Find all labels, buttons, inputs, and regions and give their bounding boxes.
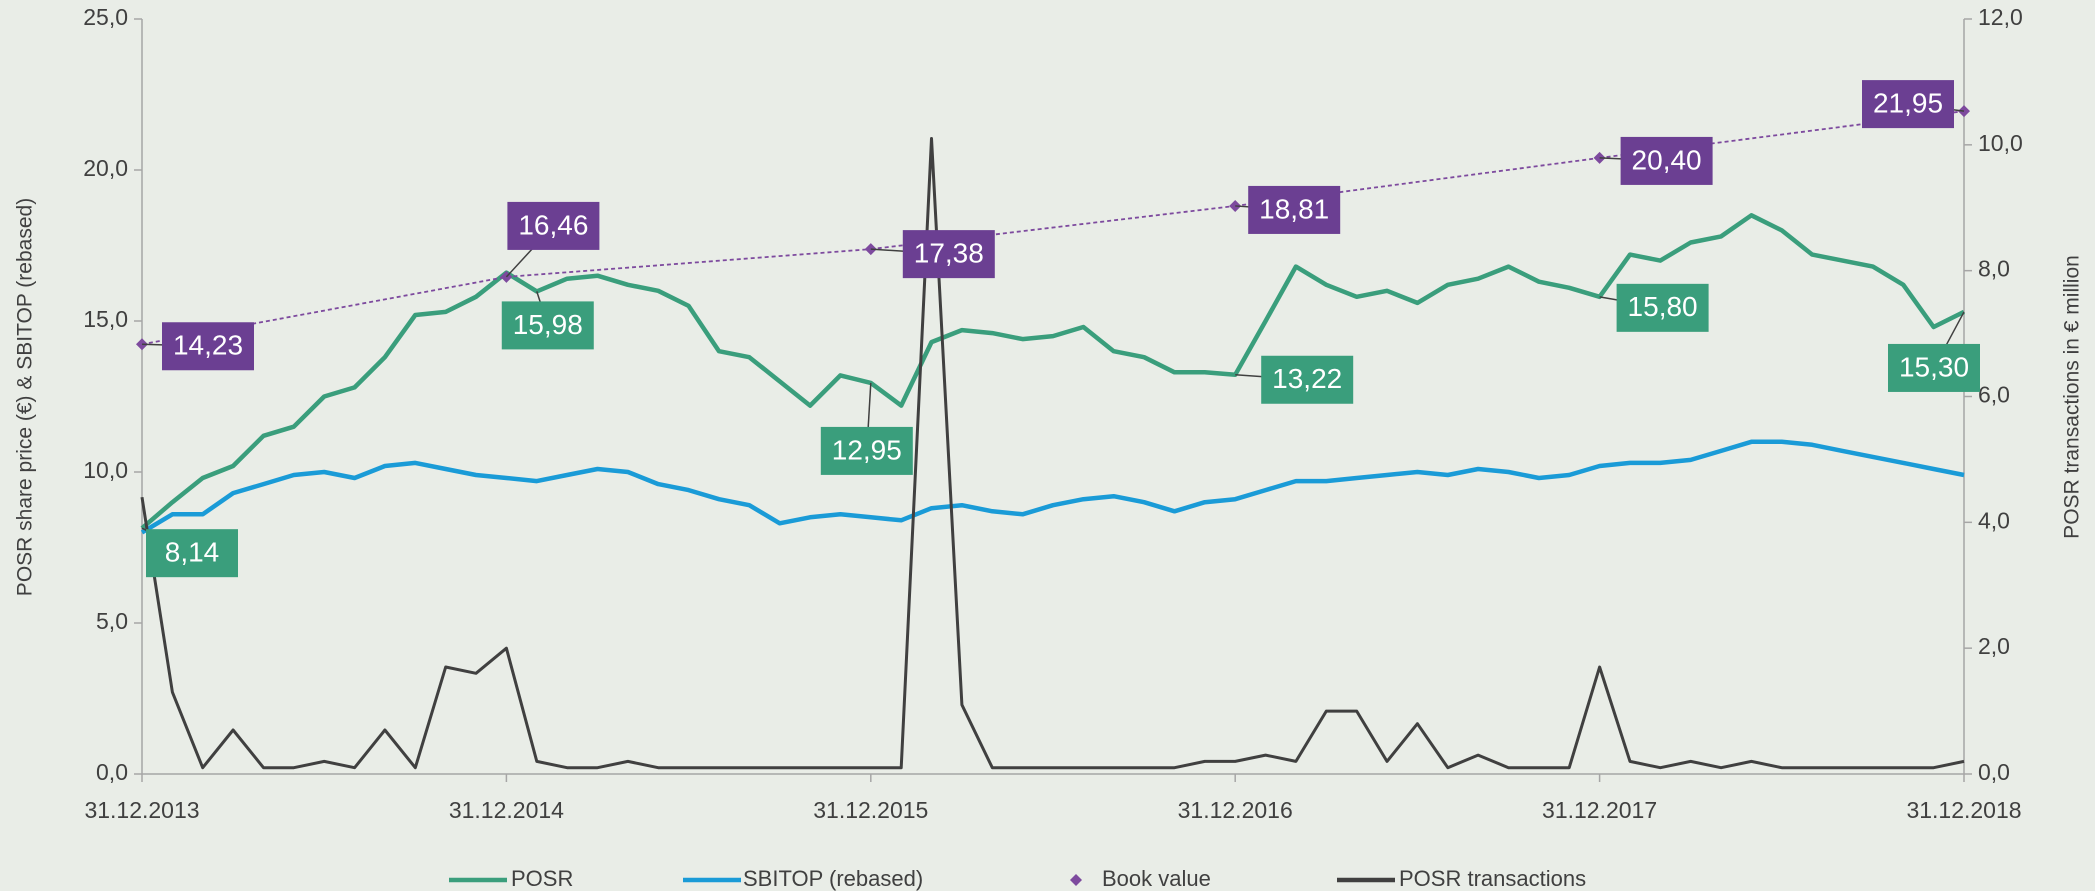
- series-line: [140, 213, 1966, 530]
- data-label: 12,95: [832, 434, 902, 465]
- label-box: [146, 529, 238, 578]
- y-tick-label: 0,0: [96, 759, 128, 785]
- y2-tick-label: 12,0: [1978, 4, 2023, 30]
- y-tick-label: 10,0: [83, 457, 128, 483]
- label-box: [902, 230, 995, 279]
- data-label: 21,95: [1873, 88, 1943, 119]
- label-box: [820, 426, 913, 475]
- y2-axis-title: POSR transactions in € million: [2061, 255, 2084, 539]
- series-line: [140, 439, 1965, 535]
- label-box: [1620, 136, 1713, 185]
- book-value-link: [1235, 157, 1600, 207]
- book-value-link: [1599, 110, 1965, 159]
- book-value-link: [506, 248, 871, 278]
- data-label: 17,38: [914, 238, 984, 269]
- label-box: [1261, 355, 1354, 404]
- label-box: [1248, 185, 1341, 234]
- book-value-link: [141, 276, 507, 346]
- series-line: [140, 137, 1965, 770]
- y2-tick-label: 2,0: [1978, 633, 2010, 659]
- label-box: [507, 201, 600, 250]
- x-tick-label: 31.12.2013: [84, 797, 199, 823]
- legend-marker: [1070, 874, 1082, 886]
- x-tick-label: 31.12.2015: [813, 797, 928, 823]
- y2-tick-label: 0,0: [1978, 759, 2010, 785]
- data-label: 16,46: [518, 209, 588, 240]
- label-box: [1888, 343, 1980, 392]
- label-box: [501, 301, 594, 350]
- label-box: [1616, 283, 1709, 332]
- data-label: 20,40: [1632, 144, 1702, 175]
- x-tick-label: 31.12.2014: [449, 797, 564, 823]
- y-tick-label: 25,0: [83, 4, 128, 30]
- book-value-link: [870, 205, 1236, 251]
- data-label: 18,81: [1259, 193, 1329, 224]
- data-label: 14,23: [173, 330, 243, 361]
- y2-tick-label: 4,0: [1978, 507, 2010, 533]
- y2-tick-label: 6,0: [1978, 382, 2010, 408]
- y-tick-label: 20,0: [83, 155, 128, 181]
- legend-label: SBITOP (rebased): [743, 866, 923, 891]
- legend-label: Book value: [1102, 866, 1211, 891]
- data-label: 15,30: [1899, 351, 1969, 382]
- y2-tick-label: 10,0: [1978, 130, 2023, 156]
- y-tick-label: 15,0: [83, 306, 128, 332]
- data-label: 15,80: [1628, 291, 1698, 322]
- label-box: [1862, 80, 1954, 129]
- data-label: 13,22: [1272, 363, 1342, 394]
- y2-tick-label: 8,0: [1978, 256, 2010, 282]
- x-tick-label: 31.12.2016: [1178, 797, 1293, 823]
- x-tick-label: 31.12.2018: [1906, 797, 2021, 823]
- legend-label: POSR: [511, 866, 573, 891]
- data-label: 15,98: [513, 309, 583, 340]
- x-tick-label: 31.12.2017: [1542, 797, 1657, 823]
- y-tick-label: 5,0: [96, 608, 128, 634]
- data-label: 8,14: [165, 537, 220, 568]
- label-box: [162, 322, 254, 371]
- y-axis-title: POSR share price (€) & SBITOP (rebased): [14, 198, 37, 596]
- legend-label: POSR transactions: [1399, 866, 1586, 891]
